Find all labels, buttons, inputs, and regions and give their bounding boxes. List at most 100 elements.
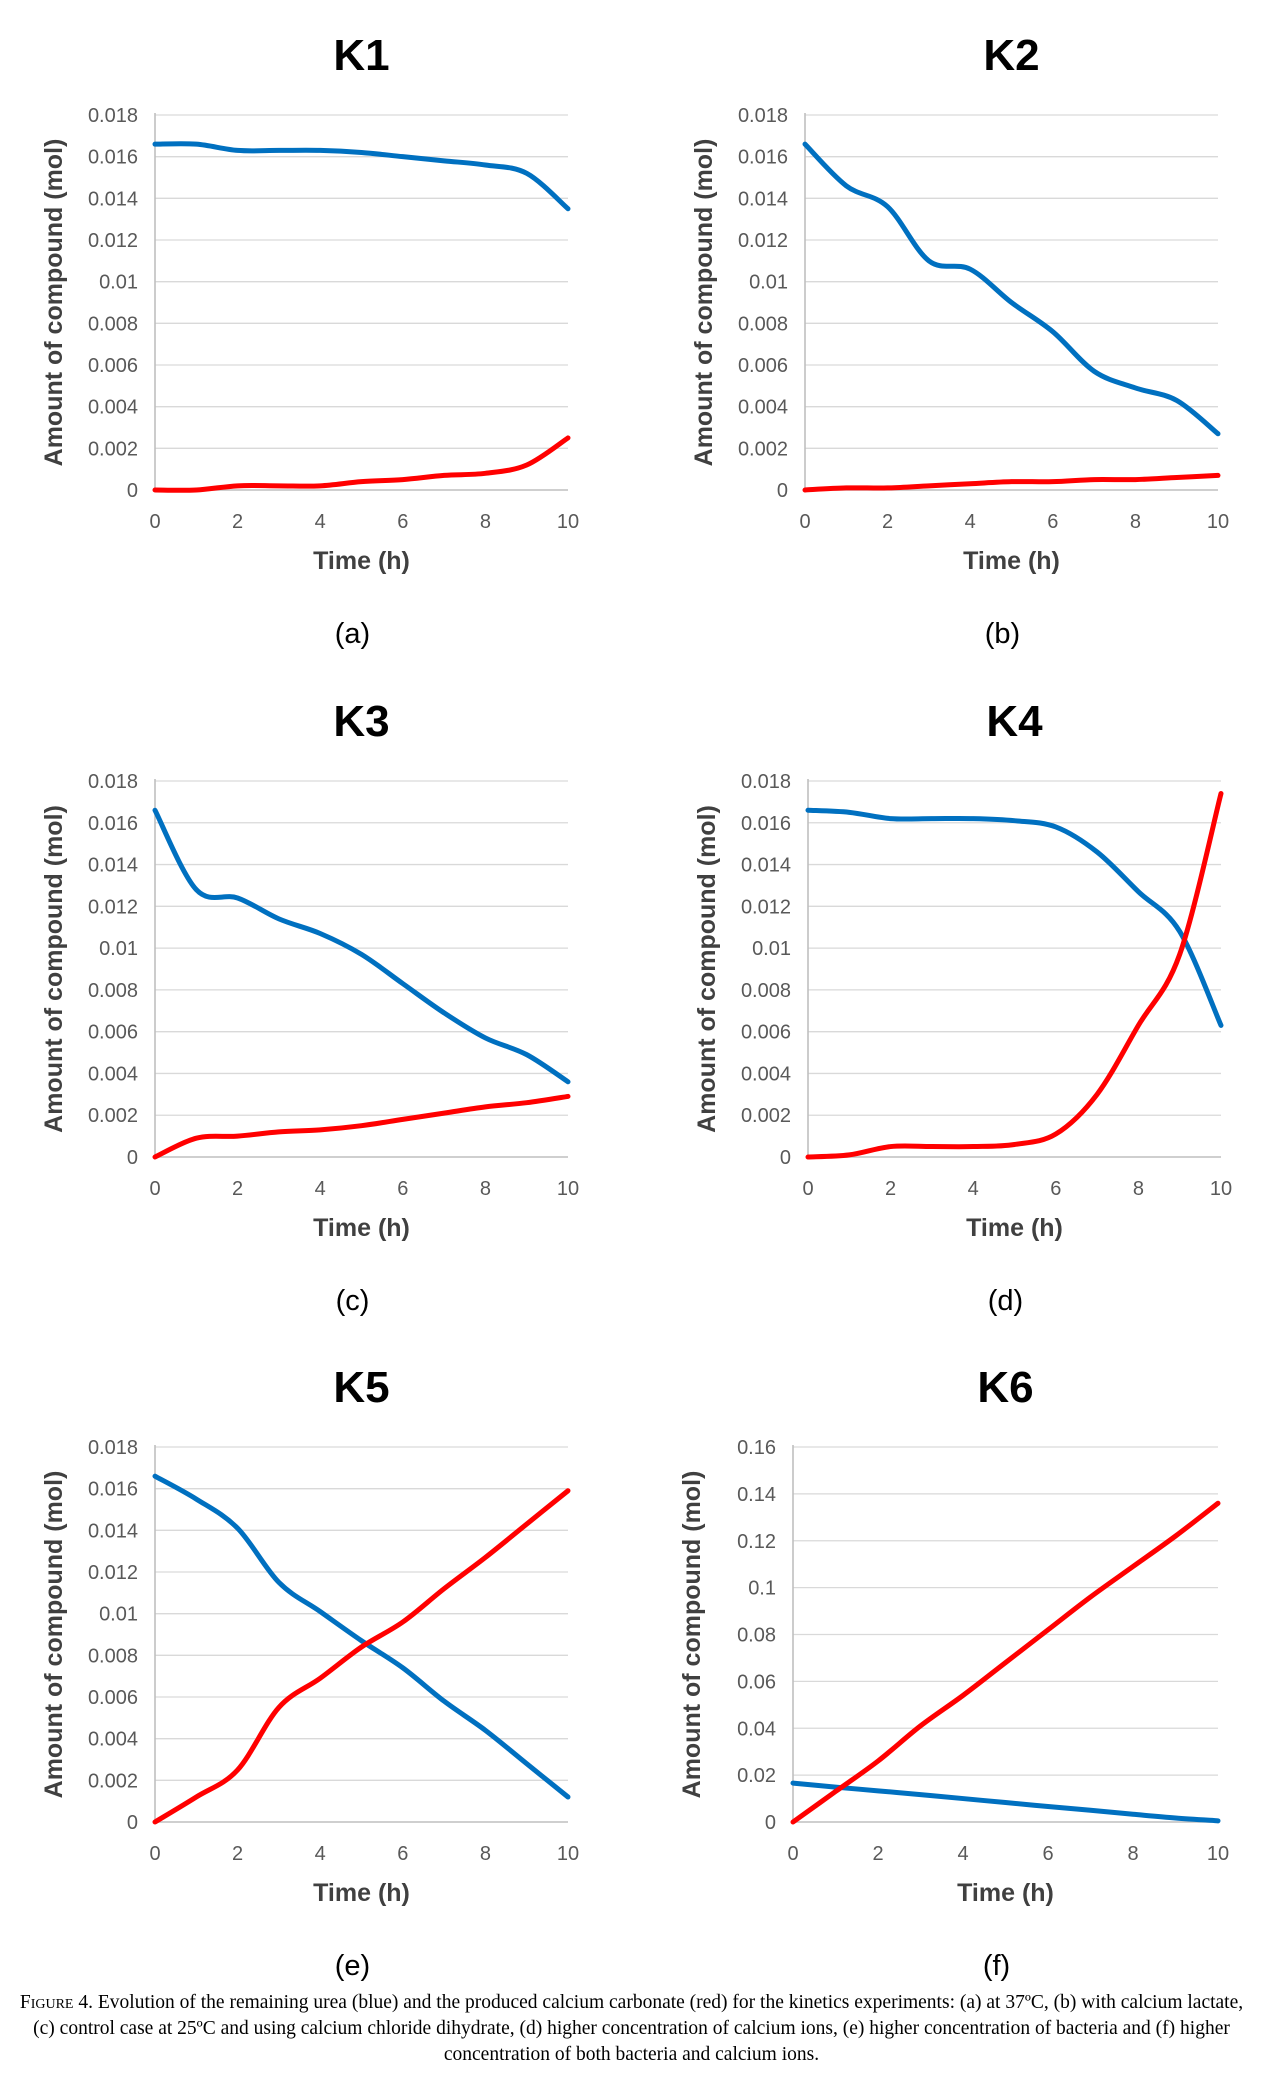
caption-text: Evolution of the remaining urea (blue) a… xyxy=(33,1992,1244,2065)
y-axis-title: Amount of compound (mol) xyxy=(40,139,68,467)
x-tick-label: 6 xyxy=(1050,1178,1061,1200)
y-tick-label: 0.006 xyxy=(88,1022,138,1044)
y-tick-label: 0 xyxy=(127,1812,138,1834)
y-tick-label: 0.01 xyxy=(99,272,138,294)
x-tick-label: 0 xyxy=(802,1178,813,1200)
x-tick-label: 8 xyxy=(480,511,491,533)
y-tick-label: 0.008 xyxy=(88,313,138,335)
series-line-blue xyxy=(790,1780,1221,1824)
x-tick-label: 6 xyxy=(397,511,408,533)
chart-panel-k6: K6 0 0.02 0.04 0.06 0.08 0.1 0.12 0.14 0.16 0 2 4 6 8 1… xyxy=(678,1363,1229,1982)
y-tick-label: 0.014 xyxy=(88,855,138,877)
y-tick-label: 0.014 xyxy=(88,188,138,210)
y-tick-label: 0.004 xyxy=(88,1729,138,1751)
x-tick-label: 8 xyxy=(1130,511,1141,533)
y-tick-label: 0.16 xyxy=(737,1437,776,1459)
y-tick-label: 0.004 xyxy=(88,1063,138,1085)
series-line-red xyxy=(152,1488,571,1825)
y-tick-label: 0.018 xyxy=(738,105,788,127)
x-tick-label: 10 xyxy=(1210,1178,1232,1200)
y-tick-label: 0.014 xyxy=(741,855,791,877)
x-tick-label: 8 xyxy=(480,1178,491,1200)
y-tick-label: 0.12 xyxy=(737,1531,776,1553)
chart-panel-k1: K1 0 0.002 0.004 0.006 0.008 0.01 0.012 0.014 0.0… xyxy=(40,31,579,650)
series-line-blue xyxy=(152,141,571,212)
chart-panel-k5: K5 0 0.002 0.004 0.006 0.008 0.01 0.012 0.014 0.0… xyxy=(40,1363,579,1982)
panel-letter: (b) xyxy=(985,618,1020,650)
x-tick-label: 4 xyxy=(965,511,976,533)
y-axis-title: Amount of compound (mol) xyxy=(678,1471,706,1799)
chart-title: K1 xyxy=(333,31,389,80)
y-tick-label: 0.014 xyxy=(738,188,788,210)
x-tick-label: 6 xyxy=(1042,1843,1053,1865)
y-axis-title: Amount of compound (mol) xyxy=(40,805,68,1133)
y-tick-label: 0.08 xyxy=(737,1625,776,1647)
x-tick-label: 2 xyxy=(872,1843,883,1865)
y-tick-label: 0.008 xyxy=(738,313,788,335)
y-tick-label: 0.016 xyxy=(88,813,138,835)
y-tick-label: 0.1 xyxy=(748,1578,776,1600)
y-tick-label: 0.01 xyxy=(752,938,791,960)
y-tick-label: 0.02 xyxy=(737,1765,776,1787)
x-tick-label: 4 xyxy=(957,1843,968,1865)
x-tick-label: 2 xyxy=(232,1843,243,1865)
y-tick-label: 0.016 xyxy=(738,147,788,169)
x-tick-label: 6 xyxy=(397,1178,408,1200)
x-tick-label: 6 xyxy=(397,1843,408,1865)
chart-panel-k2: K2 0 0.002 0.004 0.006 0.008 0.01 0.012 0.014 0.0… xyxy=(690,31,1229,650)
y-tick-label: 0 xyxy=(127,480,138,502)
x-tick-label: 10 xyxy=(1207,1843,1229,1865)
x-tick-label: 0 xyxy=(799,511,810,533)
x-tick-label: 10 xyxy=(1207,511,1229,533)
series-line-red xyxy=(152,435,571,493)
x-tick-label: 4 xyxy=(315,1843,326,1865)
y-tick-label: 0.018 xyxy=(88,105,138,127)
x-tick-label: 6 xyxy=(1047,511,1058,533)
y-tick-label: 0.008 xyxy=(88,980,138,1002)
chart-title: K4 xyxy=(986,697,1043,746)
x-tick-label: 2 xyxy=(882,511,893,533)
y-tick-label: 0.018 xyxy=(88,771,138,793)
panel-letter: (c) xyxy=(336,1285,370,1317)
y-tick-label: 0.04 xyxy=(737,1718,776,1740)
chart-title: K3 xyxy=(333,697,389,746)
x-tick-label: 2 xyxy=(232,511,243,533)
y-tick-label: 0.012 xyxy=(88,230,138,252)
chart-title: K2 xyxy=(983,31,1039,80)
panel-letter: (f) xyxy=(983,1950,1010,1982)
y-tick-label: 0.006 xyxy=(88,355,138,377)
chart-panel-k4: K4 0 0.002 0.004 0.006 0.008 0.01 0.012 0.014 0.0… xyxy=(693,697,1232,1317)
y-axis-title: Amount of compound (mol) xyxy=(40,1471,68,1799)
y-tick-label: 0.01 xyxy=(749,272,788,294)
y-tick-label: 0.018 xyxy=(741,771,791,793)
y-tick-label: 0.016 xyxy=(741,813,791,835)
series-line-blue xyxy=(152,807,571,1085)
y-tick-label: 0.004 xyxy=(741,1063,791,1085)
y-tick-label: 0.012 xyxy=(88,896,138,918)
series-line-red xyxy=(152,1093,571,1160)
series-line-red xyxy=(805,791,1224,1160)
y-tick-label: 0.016 xyxy=(88,1479,138,1501)
x-axis-title: Time (h) xyxy=(313,1879,410,1907)
y-tick-label: 0.004 xyxy=(738,397,788,419)
x-tick-label: 10 xyxy=(557,511,579,533)
y-tick-label: 0.002 xyxy=(88,438,138,460)
chart-title: K5 xyxy=(333,1363,389,1412)
x-tick-label: 8 xyxy=(1133,1178,1144,1200)
y-tick-label: 0.002 xyxy=(741,1105,791,1127)
caption-label: Figure xyxy=(19,1992,74,2013)
y-tick-label: 0.01 xyxy=(99,938,138,960)
y-tick-label: 0 xyxy=(780,1147,791,1169)
x-tick-label: 0 xyxy=(149,1178,160,1200)
y-tick-label: 0.06 xyxy=(737,1671,776,1693)
panel-letter: (e) xyxy=(335,1950,370,1982)
panel-letter: (d) xyxy=(988,1285,1023,1317)
series-line-blue xyxy=(805,807,1224,1028)
x-tick-label: 4 xyxy=(968,1178,979,1200)
y-tick-label: 0.014 xyxy=(88,1520,138,1542)
y-tick-label: 0.012 xyxy=(741,896,791,918)
y-tick-label: 0.006 xyxy=(88,1687,138,1709)
y-tick-label: 0 xyxy=(127,1147,138,1169)
y-tick-label: 0.016 xyxy=(88,147,138,169)
x-tick-label: 0 xyxy=(149,1843,160,1865)
